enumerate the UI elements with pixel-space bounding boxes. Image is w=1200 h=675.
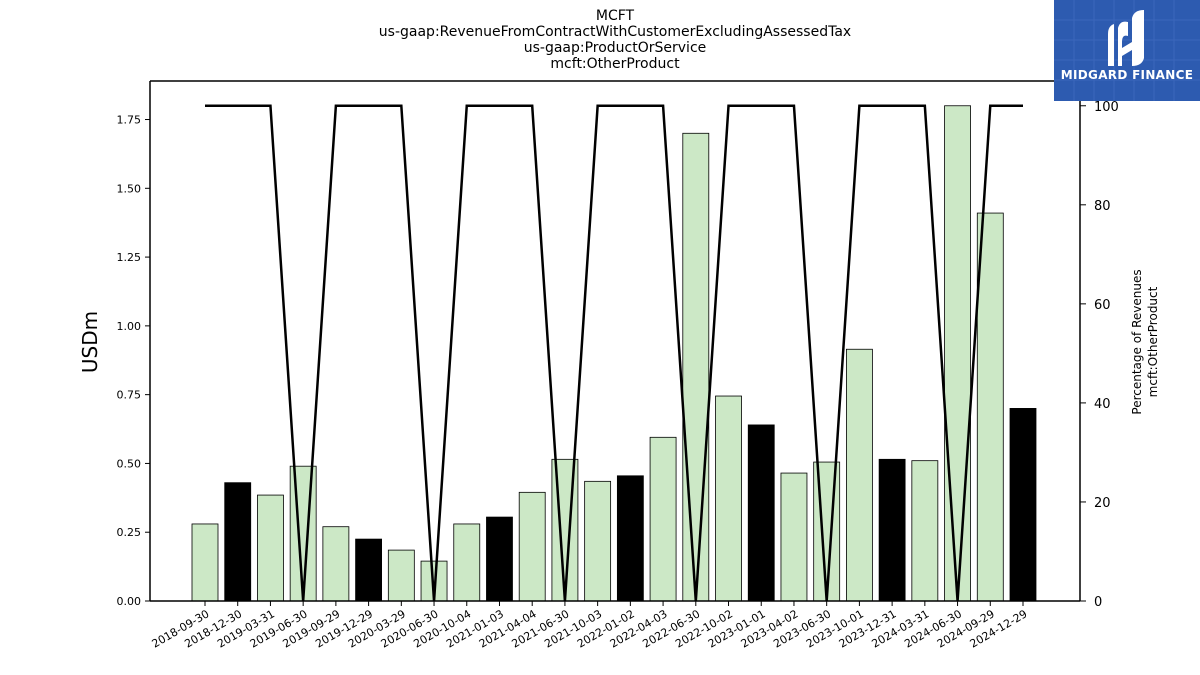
y-tick-label: 0.00 (117, 595, 142, 608)
percentage-line (205, 104, 1023, 602)
y-tick-label: 1.75 (117, 114, 142, 127)
bar-2023-12-31 (878, 458, 906, 602)
bar-2024-09-29 (976, 212, 1004, 602)
y-tick-label: 0.25 (117, 526, 142, 539)
y-axis-right-ticks: 0 20 40 60 80 100 (1080, 100, 1119, 610)
line-series (205, 104, 1023, 602)
bar-2019-06-30 (289, 465, 317, 602)
y-tick-label: 1.00 (117, 320, 142, 333)
y-right-tick-label: 20 (1094, 496, 1111, 511)
bar-2022-04-03 (649, 436, 677, 602)
bar-2018-09-30 (191, 523, 219, 602)
bar-2021-10-03 (584, 480, 612, 602)
bar-2023-01-01 (747, 424, 775, 602)
title-line-1: MCFT (596, 8, 635, 24)
bar-2024-03-31 (911, 460, 939, 602)
bar-2022-10-02 (715, 395, 742, 602)
title-line-4: mcft:OtherProduct (550, 56, 680, 72)
y-right-tick-label: 80 (1094, 199, 1111, 214)
title-line-2: us-gaap:RevenueFromContractWithCustomerE… (379, 24, 851, 40)
y-axis-label: USDm (78, 311, 102, 373)
y-right-tick-label: 60 (1094, 298, 1111, 313)
bar-2023-10-01 (846, 348, 873, 602)
y-right-tick-label: 0 (1094, 595, 1102, 610)
bar-2021-01-03 (486, 516, 513, 602)
y-axis-left-ticks: 0.00 0.25 0.50 0.75 1.00 1.25 1.50 1.75 (117, 114, 150, 608)
logo-text: MIDGARD FINANCE (1060, 68, 1194, 82)
y-tick-label: 0.75 (117, 389, 142, 402)
chart-title: MCFT us-gaap:RevenueFromContractWithCust… (379, 8, 851, 72)
bar-2019-12-29 (355, 538, 383, 602)
midgard-logo-icon (1108, 10, 1144, 67)
bar-2021-04-04 (518, 491, 546, 602)
y-axis-right-label-line-1: Percentage of Revenues (1130, 269, 1144, 414)
bar-2024-06-30 (944, 105, 971, 602)
y-right-tick-label: 100 (1094, 100, 1119, 115)
bar-2020-03-29 (387, 549, 415, 602)
bar-2019-09-29 (322, 526, 350, 602)
bar-2022-06-30 (682, 132, 710, 602)
bar-2023-06-30 (813, 461, 841, 602)
bar-2019-03-31 (257, 494, 284, 602)
bar-2020-10-04 (453, 523, 481, 602)
y-right-tick-label: 40 (1094, 397, 1111, 412)
x-axis-ticks: 2018-09-302018-12-302019-03-312019-06-30… (150, 601, 1030, 651)
bar-2024-12-29 (1009, 408, 1037, 602)
bar-2023-04-02 (780, 472, 808, 602)
midgard-finance-logo: MIDGARD FINANCE (1054, 0, 1200, 101)
bar-2022-01-02 (616, 475, 644, 602)
y-tick-label: 1.50 (117, 182, 142, 195)
bar-series (191, 105, 1037, 602)
bar-2018-12-30 (224, 482, 252, 602)
y-tick-label: 0.50 (117, 457, 142, 470)
y-tick-label: 1.25 (117, 251, 142, 264)
y-axis-right-label-line-2: mcft:OtherProduct (1146, 286, 1160, 397)
title-line-3: us-gaap:ProductOrService (524, 40, 707, 56)
